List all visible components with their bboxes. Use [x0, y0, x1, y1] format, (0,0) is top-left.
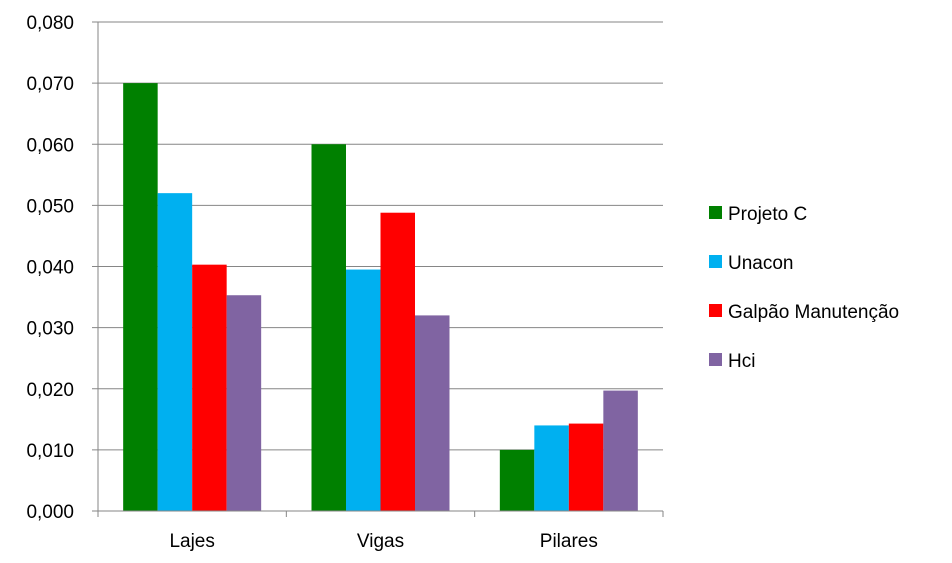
- bar: [603, 390, 638, 511]
- bar: [157, 193, 193, 511]
- bar: [534, 425, 569, 511]
- legend-label: Galpão Manutenção: [728, 302, 899, 323]
- legend-label: Unacon: [728, 253, 794, 274]
- x-category-label: Lajes: [169, 531, 214, 552]
- y-tick-label: 0,070: [26, 74, 74, 95]
- y-tick-label: 0,050: [26, 196, 74, 217]
- legend-swatch: [709, 255, 722, 268]
- y-tick-label: 0,020: [26, 380, 74, 401]
- legend-swatch: [709, 353, 722, 366]
- legend-label: Hci: [728, 351, 755, 372]
- legend-label: Projeto C: [728, 204, 807, 225]
- bars: [123, 83, 638, 511]
- bar: [568, 423, 604, 511]
- bar: [346, 269, 381, 511]
- x-category-label: Pilares: [540, 531, 598, 552]
- y-tick-label: 0,080: [26, 13, 74, 34]
- bar: [311, 144, 346, 511]
- legend-swatch: [709, 304, 722, 317]
- y-tick-label: 0,010: [26, 441, 74, 462]
- legend: Projeto C Unacon Galpão Manutenção Hci: [709, 204, 899, 372]
- axes: 0,000 0,010 0,020 0,030 0,040 0,050 0,060 0,070…: [26, 13, 664, 552]
- y-tick-label: 0,030: [26, 319, 74, 340]
- y-tick-label: 0,060: [26, 135, 74, 156]
- bar: [192, 264, 227, 511]
- bar: [380, 212, 415, 511]
- bar: [415, 315, 450, 511]
- bar: [123, 83, 158, 511]
- y-tick-label: 0,040: [26, 258, 74, 279]
- legend-swatch: [709, 206, 722, 219]
- y-tick-label: 0,000: [26, 502, 74, 523]
- bar: [226, 295, 262, 511]
- bar: [499, 449, 535, 511]
- x-category-label: Vigas: [357, 531, 404, 552]
